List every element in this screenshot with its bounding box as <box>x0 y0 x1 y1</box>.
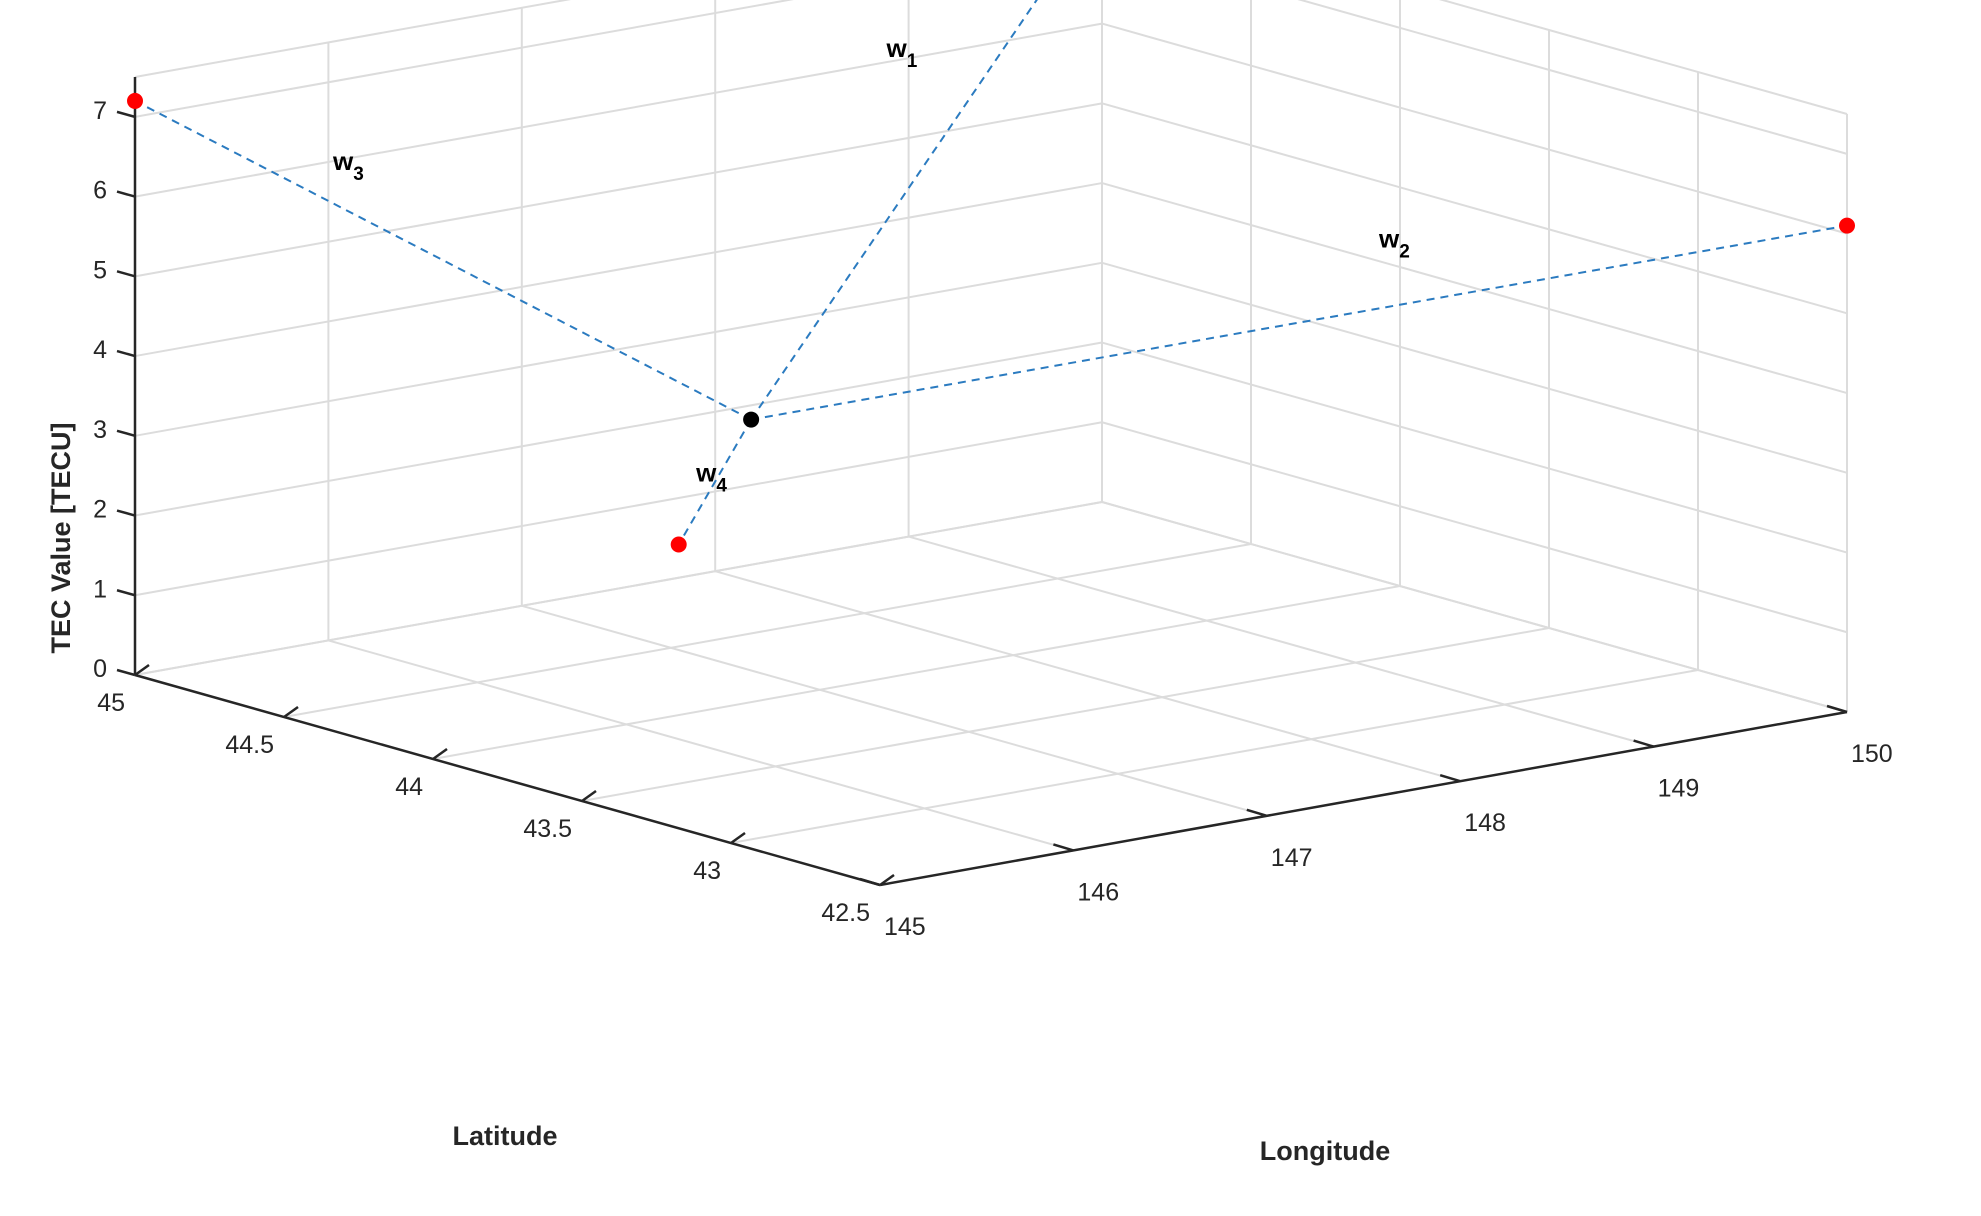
weight-link-line <box>677 419 752 546</box>
side-wall-gridline-z <box>1101 501 1848 713</box>
point-layer <box>127 92 1855 553</box>
floor-gridline-y <box>283 543 1252 718</box>
data-point <box>1839 217 1855 234</box>
y-axis-line <box>134 673 881 887</box>
box-top-edge <box>134 0 572 78</box>
z-tick-label: 1 <box>93 575 107 603</box>
back-wall-gridline-z <box>134 182 1103 358</box>
x-tick-mark <box>1633 739 1654 748</box>
x-axis-label: Longitude <box>1260 1136 1390 1166</box>
x-tick-label: 148 <box>1464 809 1506 837</box>
z-tick-mark <box>116 110 136 119</box>
z-tick-mark <box>116 190 136 198</box>
x-tick-mark <box>859 877 881 887</box>
weight-label-base: w <box>886 33 908 63</box>
weight-link-line <box>134 100 752 421</box>
floor-gridline-x <box>714 570 1461 783</box>
weight-label-base: w <box>1378 224 1400 254</box>
back-wall-gridline-z <box>134 341 1103 517</box>
weight-label: w2 <box>1378 224 1410 263</box>
z-tick-label: 7 <box>93 97 107 125</box>
data-point <box>670 536 687 553</box>
z-tick-label: 0 <box>93 655 107 683</box>
x-tick-mark <box>1439 774 1461 783</box>
side-wall-gridline-z <box>1297 0 1848 155</box>
x-tick-mark <box>1246 808 1268 817</box>
x-tick-label: 150 <box>1851 740 1893 768</box>
y-tick-label: 45 <box>97 689 125 717</box>
grid-layer <box>134 0 1848 886</box>
y-axis-label: Latitude <box>453 1121 558 1151</box>
z-tick-label: 4 <box>93 336 107 364</box>
weight-label-base: w <box>332 146 354 176</box>
z-tick-label: 3 <box>93 416 107 444</box>
y-tick-mark <box>879 873 895 887</box>
z-axis-label: TEC Value [TECU] <box>46 422 76 653</box>
back-wall-gridline-z <box>134 501 1103 676</box>
x-tick-label: 146 <box>1077 878 1119 906</box>
z-tick-mark <box>116 270 136 278</box>
side-wall-gridline-z <box>1101 22 1848 235</box>
link-layer <box>134 0 1848 546</box>
weight-label: w3 <box>332 146 364 185</box>
floor-gridline-y <box>581 627 1550 802</box>
z-tick-label: 6 <box>93 177 107 205</box>
floor-gridline-y <box>730 669 1699 844</box>
side-wall-gridline-z <box>1101 102 1848 315</box>
y-tick-mark <box>730 831 746 845</box>
weight-label: w1 <box>886 33 918 72</box>
label-layer: Longitude Latitude TEC Value [TECU] w1w2… <box>46 33 1410 1166</box>
side-wall-gridline-z <box>1101 421 1848 634</box>
y-tick-mark <box>283 705 299 719</box>
weight-label: w4 <box>695 458 727 497</box>
weight-label-subscript: 1 <box>907 51 918 72</box>
x-tick-label: 149 <box>1658 775 1700 803</box>
weight-label-subscript: 3 <box>353 164 364 185</box>
floor-gridline-x <box>521 604 1268 817</box>
y-tick-mark <box>432 747 448 761</box>
z-tick-mark <box>116 349 136 358</box>
x-tick-label: 145 <box>884 913 926 941</box>
back-wall-gridline-z <box>134 0 794 118</box>
z-tick-mark <box>116 429 136 438</box>
y-tick-mark <box>581 789 597 803</box>
z-tick-mark <box>116 509 136 517</box>
y-tick-label: 44.5 <box>225 731 274 759</box>
back-wall-gridline-z <box>134 22 1103 198</box>
x-tick-label: 147 <box>1271 844 1313 872</box>
center-point <box>743 411 760 428</box>
x-axis-line <box>879 710 1848 887</box>
weight-label-subscript: 4 <box>716 476 727 497</box>
axis-layer: 14514614714814915042.54343.54444.5450123… <box>93 77 1893 941</box>
side-wall-gridline-z <box>1101 341 1848 554</box>
side-wall-gridline-z <box>1101 182 1848 395</box>
back-wall-gridline-z <box>134 261 1103 437</box>
floor-gridline-x <box>908 535 1654 748</box>
y-tick-label: 43.5 <box>523 815 572 843</box>
data-point <box>127 92 143 109</box>
z-tick-label: 2 <box>93 496 107 524</box>
y-tick-mark <box>134 663 150 677</box>
floor-gridline-x <box>328 639 1074 852</box>
y-tick-label: 43 <box>693 857 721 885</box>
weight-link-line <box>750 224 1848 421</box>
z-tick-mark <box>116 589 136 597</box>
y-tick-label: 44 <box>395 773 423 801</box>
y-tick-label: 42.5 <box>821 899 870 927</box>
box-top-edge <box>1438 0 1848 115</box>
x-tick-mark <box>1053 843 1074 852</box>
z-tick-label: 5 <box>93 256 107 284</box>
weight-label-subscript: 2 <box>1399 242 1410 263</box>
x-tick-mark <box>1826 704 1848 714</box>
weight-link-line <box>750 0 1038 421</box>
z-tick-mark <box>116 668 136 677</box>
floor-gridline-y <box>432 585 1401 760</box>
side-wall-gridline-z <box>1101 261 1848 474</box>
weight-label-base: w <box>695 458 717 488</box>
back-wall-gridline-z <box>134 102 1103 278</box>
back-wall-gridline-z <box>134 421 1103 597</box>
